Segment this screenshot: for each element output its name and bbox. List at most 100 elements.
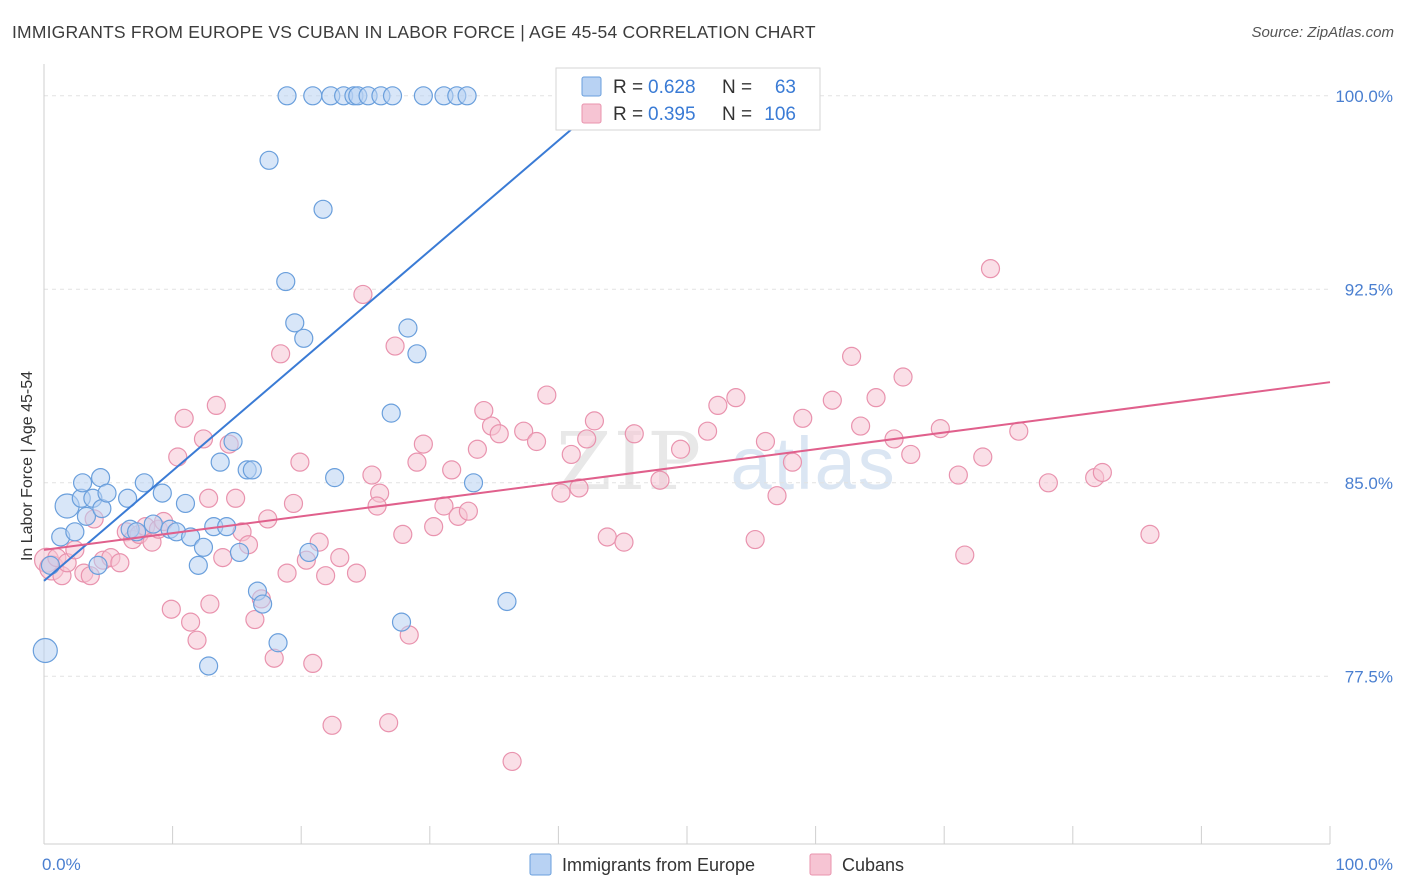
point-cubans-55 [424, 517, 444, 537]
point-europe-34 [268, 633, 288, 653]
point-europe-7 [88, 555, 108, 575]
point-europe-30 [242, 460, 262, 480]
chart-source: Source: ZipAtlas.com [1251, 24, 1394, 41]
point-cubans-46 [353, 284, 373, 305]
point-cubans-82 [755, 431, 776, 452]
point-europe-47 [277, 86, 297, 106]
point-cubans-89 [866, 388, 886, 408]
point-cubans-44 [330, 548, 350, 568]
point-cubans-86 [822, 390, 842, 410]
point-europe-61 [32, 637, 58, 664]
point-europe-15 [143, 514, 163, 534]
point-europe-19 [175, 493, 196, 514]
point-europe-45 [463, 473, 484, 493]
point-cubans-72 [584, 411, 605, 431]
point-cubans-49 [379, 713, 399, 733]
trend-line-cubans [43, 381, 1331, 551]
point-europe-21 [188, 555, 208, 575]
series-legend: Immigrants from Europe Cubans [529, 853, 904, 876]
point-cubans-70 [569, 478, 589, 498]
legend-n-value-cubans: 106 [764, 104, 796, 125]
point-cubans-66 [526, 431, 547, 452]
point-cubans-47 [362, 465, 382, 485]
point-europe-25 [210, 452, 230, 472]
point-cubans-28 [226, 488, 246, 508]
point-europe-36 [285, 313, 305, 333]
point-cubans-57 [442, 460, 462, 480]
axes [43, 64, 1331, 845]
point-europe-43 [398, 318, 418, 338]
legend-r-label-cubans: R = [613, 104, 643, 125]
point-cubans-53 [407, 452, 427, 472]
point-europe-38 [299, 542, 319, 563]
point-europe-28 [229, 542, 250, 563]
point-cubans-36 [277, 563, 297, 583]
point-cubans-35 [271, 344, 291, 364]
point-cubans-37 [283, 493, 304, 514]
series-europe-points [32, 86, 700, 676]
x-tick-label-0: 0.0% [42, 855, 81, 874]
point-cubans-104 [199, 488, 219, 508]
y-tick-label-3: 100.0% [1335, 87, 1393, 106]
point-cubans-91 [893, 367, 913, 387]
point-cubans-26 [213, 548, 233, 568]
point-europe-23 [199, 656, 219, 676]
point-cubans-18 [161, 599, 181, 619]
y-tick-label-1: 85.0% [1345, 474, 1393, 493]
point-cubans-51 [393, 524, 413, 545]
point-cubans-81 [745, 529, 765, 550]
point-cubans-67 [537, 385, 557, 405]
y-tick-label-0: 77.5% [1345, 667, 1393, 686]
point-cubans-60 [467, 439, 487, 459]
point-cubans-73 [597, 527, 617, 547]
y-tick-labels: 77.5% 85.0% 92.5% 100.0% [1335, 87, 1393, 686]
x-tick-label-1: 100.0% [1335, 855, 1393, 874]
point-cubans-102 [1140, 524, 1160, 545]
point-cubans-75 [624, 424, 644, 444]
point-cubans-94 [948, 465, 968, 485]
point-europe-48 [303, 86, 323, 106]
point-europe-3 [65, 522, 85, 542]
point-cubans-92 [901, 444, 921, 465]
point-europe-0 [40, 555, 61, 575]
point-cubans-80 [726, 388, 746, 408]
legend-swatch-europe [581, 76, 602, 97]
legend-n-value-europe: 63 [775, 77, 796, 98]
point-cubans-63 [489, 424, 509, 444]
point-cubans-54 [413, 434, 433, 454]
point-cubans-96 [973, 447, 993, 467]
chart-title: IMMIGRANTS FROM EUROPE VS CUBAN IN LABOR… [12, 22, 816, 42]
point-cubans-88 [851, 416, 871, 436]
point-europe-40 [325, 468, 345, 488]
legend-r-label-europe: R = [613, 77, 643, 98]
point-europe-33 [259, 150, 279, 170]
point-cubans-21 [181, 612, 201, 632]
legend-r-value-cubans: 0.395 [648, 104, 696, 125]
point-cubans-77 [670, 439, 691, 459]
point-europe-14 [134, 473, 154, 493]
point-cubans-61 [474, 400, 494, 421]
point-cubans-38 [290, 452, 310, 472]
point-cubans-20 [174, 408, 194, 428]
bottom-legend-label-europe: Immigrants from Europe [562, 855, 755, 875]
y-axis-label: In Labor Force | Age 45-54 [19, 370, 36, 562]
point-cubans-68 [551, 483, 571, 503]
bottom-legend-swatch-europe [529, 853, 552, 876]
point-europe-39 [313, 199, 333, 219]
point-cubans-31 [245, 609, 265, 630]
point-europe-41 [381, 403, 401, 423]
point-cubans-76 [650, 470, 670, 490]
point-cubans-95 [955, 545, 975, 565]
x-tick-labels: 0.0% 100.0% [42, 855, 1393, 874]
point-europe-44 [407, 344, 427, 364]
point-europe-62 [72, 473, 93, 493]
point-cubans-23 [193, 429, 214, 449]
point-cubans-87 [842, 346, 862, 366]
trend-lines [43, 84, 1331, 582]
point-cubans-84 [782, 452, 803, 472]
point-cubans-45 [346, 563, 367, 583]
trend-line-europe [43, 84, 624, 582]
y-tick-label-2: 92.5% [1345, 280, 1393, 299]
point-cubans-59 [458, 501, 478, 521]
